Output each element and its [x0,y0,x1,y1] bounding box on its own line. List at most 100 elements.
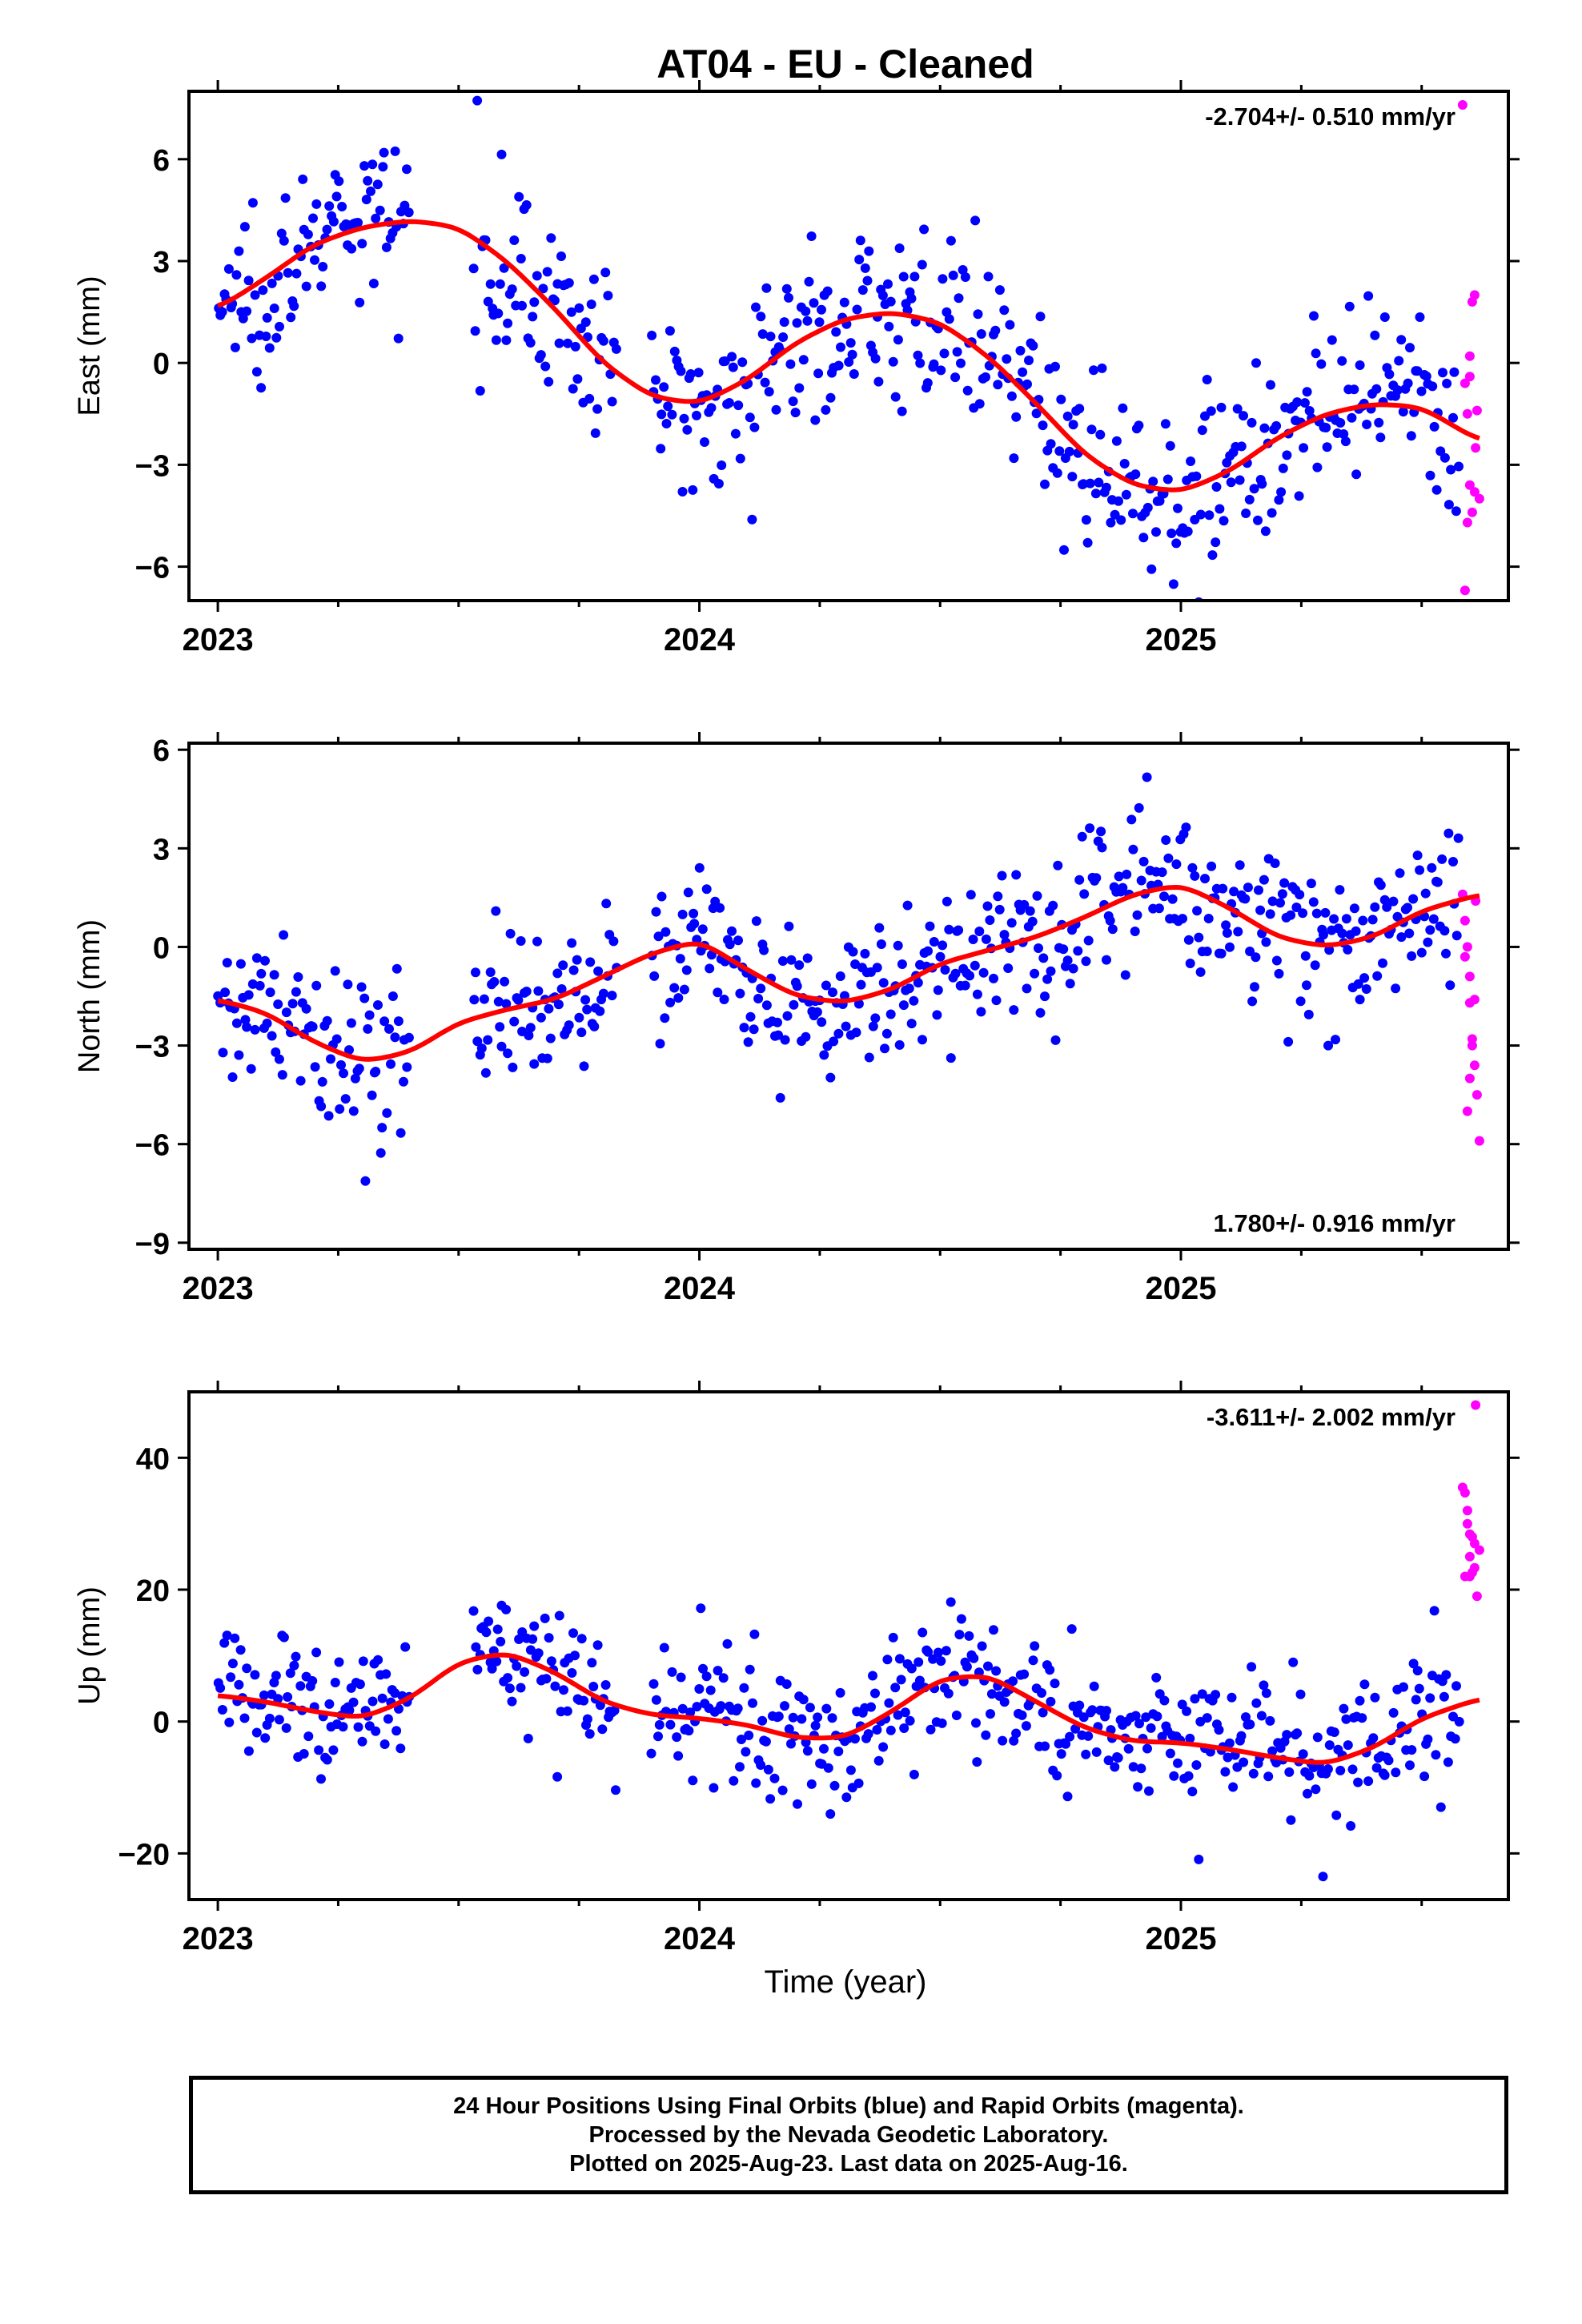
final-orbit-point [536,350,546,360]
final-orbit-point [386,1059,396,1069]
final-orbit-point [1408,1659,1419,1669]
final-orbit-point [761,1736,771,1747]
final-orbit-point [564,1020,574,1031]
final-orbit-point [860,948,870,959]
final-orbit-point [1102,955,1111,965]
final-orbit-point [976,329,986,339]
final-orbit-point [1320,907,1331,918]
final-orbit-point [286,312,296,323]
final-orbit-point [968,935,978,944]
final-orbit-point [528,1634,538,1644]
final-orbit-point [665,1719,676,1730]
final-orbit-point [1232,404,1243,414]
final-orbit-point [739,1683,749,1693]
final-orbit-point [1116,515,1126,525]
final-orbit-point [970,215,981,226]
final-orbit-point [568,1628,578,1638]
final-orbit-point [684,1726,694,1736]
final-orbit-point [1452,1681,1461,1691]
final-orbit-point [390,146,400,156]
final-orbit-point [391,963,402,974]
final-orbit-point [862,275,873,286]
final-orbit-point [1128,1762,1138,1772]
final-orbit-point [220,987,231,998]
final-orbit-point [563,338,573,348]
final-orbit-point [1324,945,1335,955]
final-orbit-point [1028,340,1038,351]
final-orbit-point [1363,291,1374,301]
final-orbit-point [825,1809,836,1819]
rapid-orbit-point [1469,487,1480,497]
final-orbit-point [705,1685,716,1695]
final-orbit-point [792,981,802,991]
final-orbit-point [546,233,556,243]
final-orbit-point [1454,461,1464,472]
final-orbit-point [264,1713,275,1723]
final-orbit-point [504,1683,515,1694]
final-orbit-point [1220,1767,1231,1777]
final-orbit-point [275,321,284,332]
final-orbit-point [948,270,958,280]
final-orbit-point [528,312,538,322]
final-orbit-point [873,1755,884,1766]
final-orbit-point [566,307,576,317]
final-orbit-point [501,1604,512,1614]
final-orbit-point [1396,932,1407,943]
final-orbit-point [929,359,939,369]
final-orbit-point [1185,959,1195,968]
final-orbit-point [354,1063,364,1074]
final-orbit-point [368,279,379,288]
final-orbit-point [367,159,378,170]
final-orbit-point [813,368,824,379]
final-orbit-point [554,338,564,348]
final-orbit-point [483,296,493,307]
final-orbit-point [1295,890,1305,900]
final-orbit-point [729,1775,739,1786]
final-orbit-point [1388,896,1399,907]
final-orbit-point [579,1061,589,1072]
final-orbit-point [1416,947,1427,958]
final-orbit-point [338,1722,348,1732]
final-orbit-point [367,1090,377,1100]
final-orbit-point [391,1726,402,1736]
final-orbit-point [558,960,568,971]
final-orbit-point [651,907,661,917]
final-orbit-point [1341,1714,1351,1724]
final-orbit-point [923,946,933,956]
final-orbit-point [1244,494,1255,505]
final-orbit-point [813,1712,823,1723]
final-orbit-point [1050,1679,1060,1689]
final-orbit-point [281,1007,291,1018]
final-orbit-point [1061,1739,1071,1749]
final-orbit-point [917,1627,928,1638]
final-orbit-point [659,382,669,392]
final-orbit-point [906,1663,917,1674]
final-orbit-point [1191,471,1202,481]
final-orbit-point [1105,915,1115,926]
final-orbit-point [1367,915,1378,925]
final-orbit-point [1249,484,1259,494]
final-orbit-point [881,1028,892,1039]
final-orbit-point [890,1683,901,1693]
model-curve [217,885,1480,1062]
final-orbit-point [769,1773,780,1783]
final-orbit-point [853,1778,864,1788]
rapid-orbit-point [1467,1040,1477,1051]
final-orbit-point [778,332,789,342]
final-orbit-point [1427,862,1437,873]
final-orbit-point [1024,356,1034,365]
final-orbit-point [1045,1665,1055,1675]
final-orbit-point [590,428,600,438]
final-orbit-point [760,377,770,388]
final-orbit-point [1185,1733,1195,1743]
final-orbit-point [649,971,660,981]
rapid-orbit-point [1467,1034,1477,1044]
final-orbit-point [1235,860,1245,870]
plot-area-east [214,95,1484,601]
final-orbit-point [941,1646,951,1656]
final-orbit-point [1228,1782,1239,1792]
final-orbit-point [485,967,496,977]
final-orbit-point [1114,496,1123,506]
final-orbit-point [765,332,776,342]
final-orbit-point [1103,1755,1114,1766]
